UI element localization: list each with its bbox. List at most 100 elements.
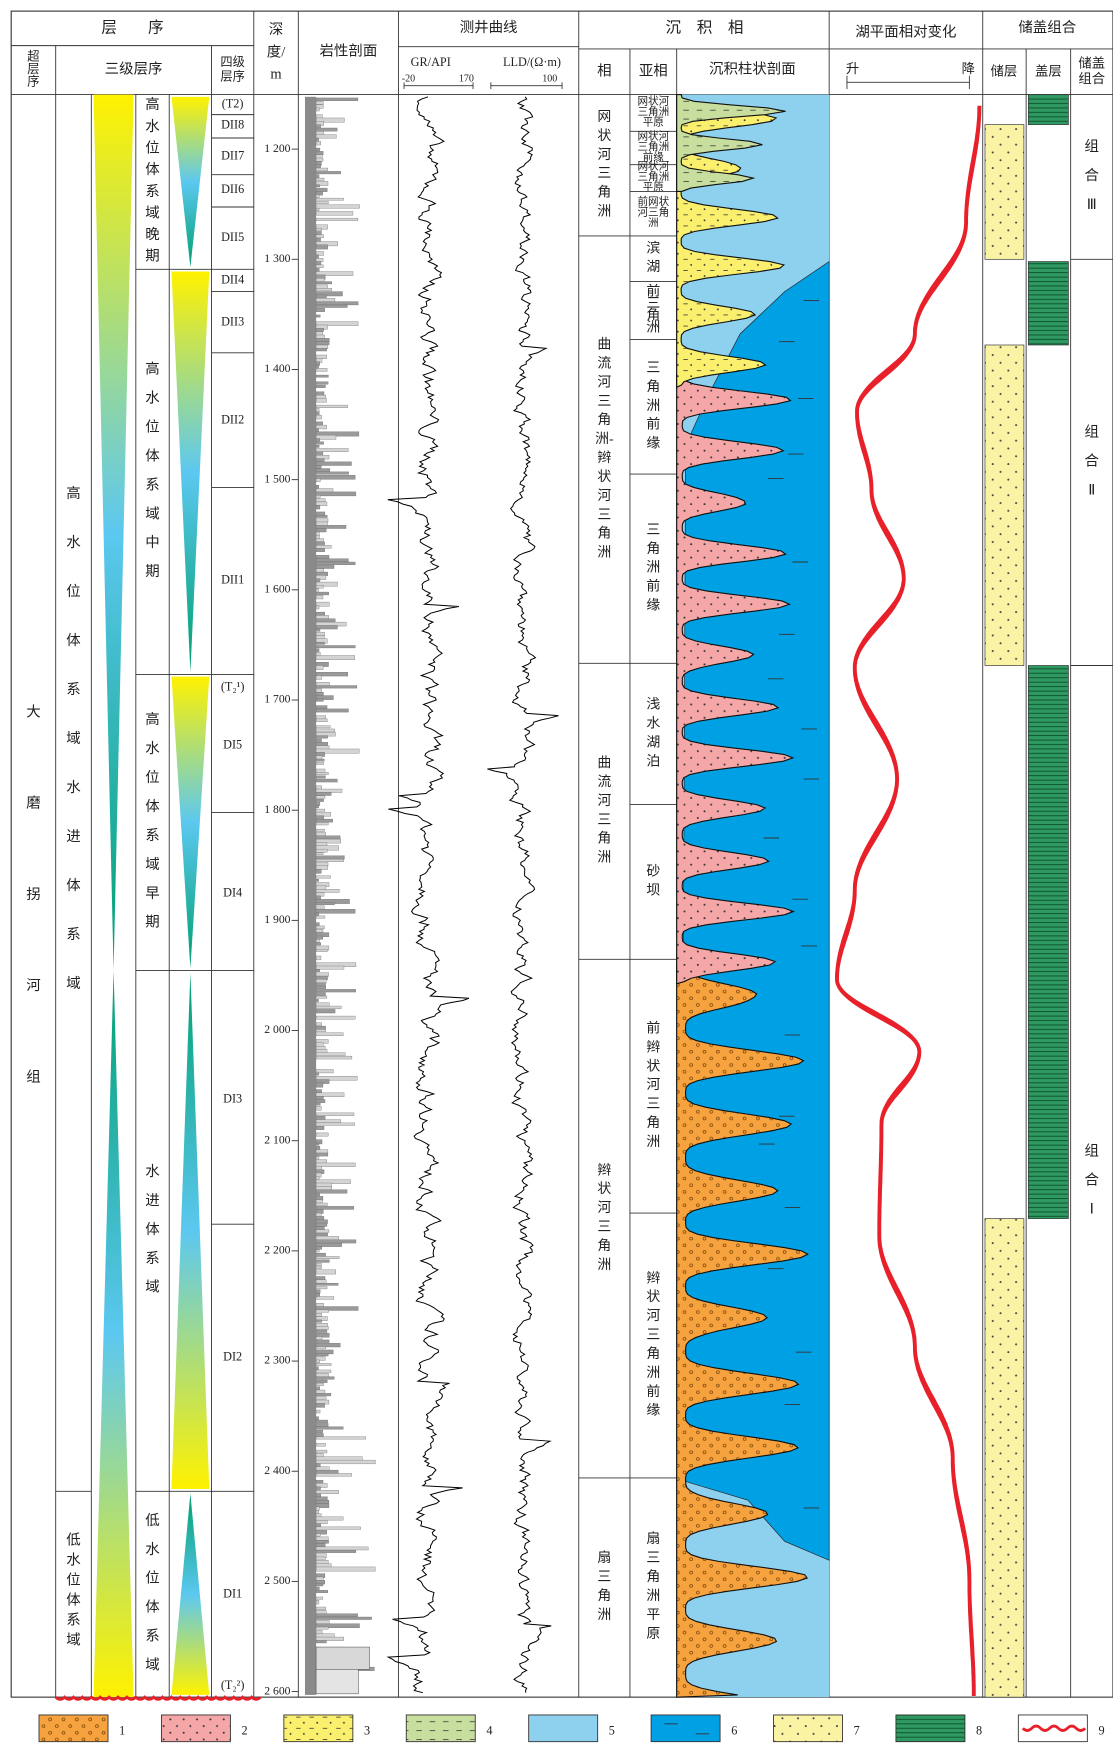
lithology-bed [316, 1116, 325, 1119]
lithology-bed [316, 1473, 352, 1476]
lithology-bed [316, 308, 325, 311]
lithology-bed [316, 929, 323, 932]
lithology-bed [316, 98, 358, 101]
lithology-bed [316, 1443, 325, 1446]
lithology-bed [316, 205, 359, 208]
lithology-bed [316, 913, 319, 917]
lithology-bed [316, 258, 323, 261]
lithology-bed [316, 822, 328, 825]
lithology-bed [316, 472, 348, 475]
lithology-bed [316, 595, 323, 599]
lithology-bed [316, 1286, 327, 1288]
lithology-bed [316, 996, 327, 998]
depth-label: 1 600 [264, 583, 290, 596]
lithology-bed [316, 926, 324, 929]
lithology-bed [316, 332, 323, 335]
lithology-bed [316, 495, 320, 498]
fourth-order-label: DII7 [221, 149, 244, 163]
lithology-bed [316, 692, 323, 696]
lithology-bed [316, 852, 323, 854]
reservoir-bed [985, 345, 1024, 666]
lithology-bed [316, 1403, 325, 1407]
lithology-bed [316, 1437, 366, 1439]
lithology-bed [316, 1133, 328, 1136]
lithology-bed [316, 689, 322, 692]
lithology-bed [316, 686, 357, 689]
header: LLD/(Ω·m) [503, 55, 561, 69]
lithology-bed [316, 382, 328, 385]
lithology-bed [316, 1614, 358, 1617]
depth-label: 1 200 [264, 142, 290, 155]
lithology-bed [316, 986, 326, 989]
lithology-bed [316, 1544, 325, 1547]
lithology-bed [316, 629, 320, 631]
lithology-bed [316, 448, 348, 451]
cap-bed [1028, 666, 1068, 1219]
lithology-bed [316, 168, 328, 170]
lithology-bed [316, 699, 323, 702]
fourth-order-label: DI2 [223, 1350, 242, 1364]
lithology-bed [316, 939, 319, 942]
lithology-bed [316, 1297, 334, 1300]
lithology-bed [316, 398, 326, 402]
lithology-bed [316, 1397, 326, 1400]
depth-label: 1 300 [264, 252, 290, 265]
lithology-bed [316, 769, 325, 772]
depth-label: 2 100 [264, 1133, 290, 1146]
lithology-bed [316, 1450, 327, 1453]
header: 测井曲线 [460, 19, 518, 36]
header: GR/API [411, 55, 451, 69]
scale-label: 170 [459, 73, 474, 84]
lithology-bed [316, 1026, 325, 1030]
lithology-bed [316, 1263, 321, 1266]
lithology-bed [316, 1153, 328, 1156]
reservoir-bed [985, 125, 1024, 260]
lithology-bed [316, 966, 344, 969]
fourth-order-label: DII8 [221, 118, 244, 132]
lithology-bed [316, 936, 323, 939]
lithology-bed [316, 1337, 322, 1340]
lithology-bed [316, 1260, 329, 1263]
lithology-bed [316, 101, 323, 104]
legend-swatch [774, 1715, 843, 1742]
lithology-bed [316, 108, 319, 111]
lithology-bed [316, 1033, 343, 1036]
lithology-bed [316, 615, 329, 618]
lithology-bed [316, 198, 343, 200]
lithology-bed [316, 802, 320, 805]
lithology-bed [316, 1493, 321, 1497]
lithology-bed [316, 348, 327, 351]
legend-number: 4 [486, 1723, 492, 1737]
legend-swatch [161, 1715, 230, 1742]
lithology-bed [316, 315, 320, 317]
lithology-bed [316, 1303, 323, 1307]
subfacies: 三角洲前缘 [646, 523, 660, 614]
lithology-bed [316, 171, 341, 174]
lithology-bed [316, 165, 321, 168]
lithology-bed [316, 759, 324, 761]
lithology-bed [316, 185, 320, 187]
lithology-bed [316, 342, 329, 345]
lithology-bed [316, 949, 327, 951]
lithology-bed [316, 485, 319, 489]
lithology-bed [316, 1507, 319, 1511]
lithology-bed [316, 649, 319, 652]
fourth-order-label: (T2) [222, 96, 244, 110]
subfacies: 三角洲前缘 [646, 361, 660, 452]
fourth-order-label: DII3 [221, 315, 244, 329]
header: 岩性剖面 [319, 43, 377, 60]
header: 相 [597, 63, 611, 80]
lithology-bed [316, 856, 344, 859]
header: 沉 积 相 [666, 19, 744, 37]
lithology-bed [316, 1380, 327, 1383]
legend-number: 5 [609, 1723, 615, 1737]
lithology-bed [316, 1587, 319, 1590]
lithology-bed [316, 268, 319, 272]
lithology-bed [316, 1520, 327, 1524]
lithology-bed [316, 235, 323, 238]
lithology-bed [316, 682, 329, 686]
lithology-bed [316, 1200, 322, 1203]
legend-number: 3 [364, 1723, 370, 1737]
lithology-bed [316, 625, 337, 629]
lithology-bed [316, 1600, 319, 1604]
